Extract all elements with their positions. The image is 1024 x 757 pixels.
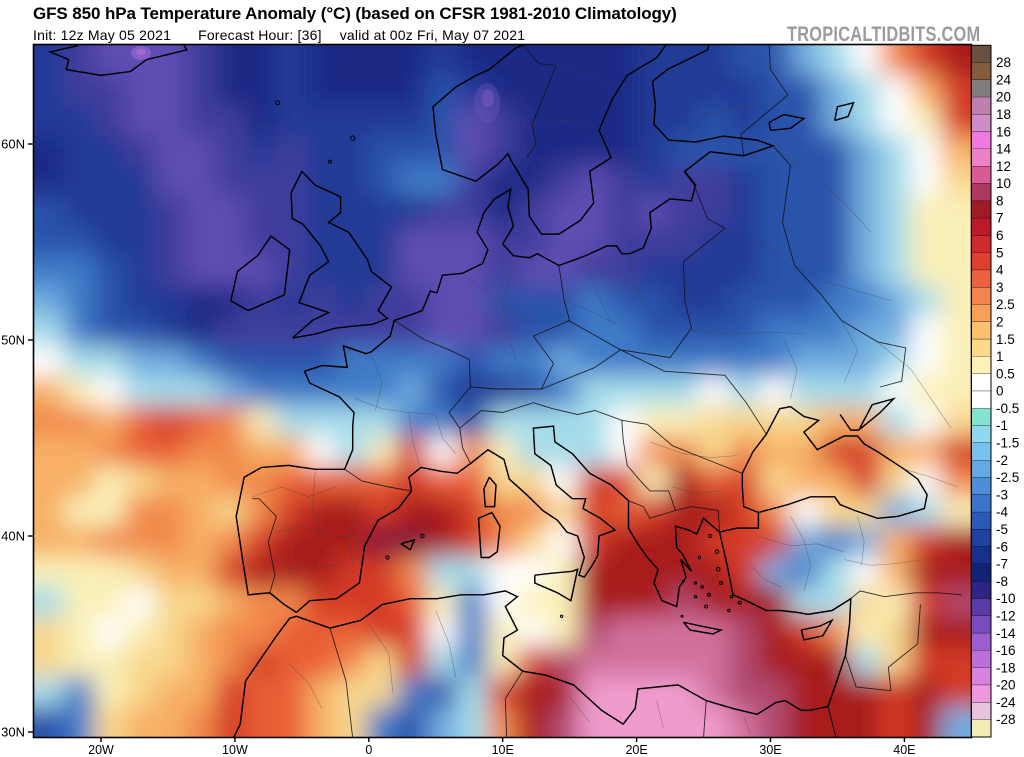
svg-text:3: 3: [996, 280, 1004, 295]
svg-text:12: 12: [996, 159, 1011, 174]
svg-text:18: 18: [996, 107, 1011, 122]
svg-text:0: 0: [365, 743, 372, 757]
svg-text:14: 14: [996, 142, 1012, 157]
svg-text:40E: 40E: [893, 743, 915, 757]
svg-text:-0.5: -0.5: [996, 401, 1019, 416]
svg-text:20E: 20E: [625, 743, 647, 757]
svg-text:10: 10: [996, 176, 1011, 191]
svg-text:7: 7: [996, 211, 1004, 226]
svg-text:-2: -2: [996, 453, 1008, 468]
svg-text:-18: -18: [996, 660, 1016, 675]
svg-text:-3: -3: [996, 487, 1008, 502]
svg-text:0.5: 0.5: [996, 366, 1015, 381]
svg-text:-24: -24: [996, 695, 1016, 710]
svg-text:-7: -7: [996, 557, 1008, 572]
svg-text:5: 5: [996, 245, 1004, 260]
svg-text:1.5: 1.5: [996, 332, 1015, 347]
svg-text:8: 8: [996, 193, 1004, 208]
svg-text:-28: -28: [996, 712, 1016, 727]
svg-text:50N: 50N: [1, 333, 25, 348]
svg-text:-14: -14: [996, 626, 1016, 641]
svg-text:-1: -1: [996, 418, 1008, 433]
svg-text:28: 28: [996, 55, 1011, 70]
svg-text:40N: 40N: [1, 529, 25, 544]
svg-text:-20: -20: [996, 678, 1016, 693]
svg-text:2.5: 2.5: [996, 297, 1015, 312]
svg-text:-1.5: -1.5: [996, 436, 1019, 451]
svg-text:-6: -6: [996, 539, 1008, 554]
svg-text:20: 20: [996, 90, 1011, 105]
svg-text:30E: 30E: [759, 743, 781, 757]
svg-text:-10: -10: [996, 591, 1016, 606]
svg-text:10W: 10W: [222, 743, 248, 757]
svg-text:10E: 10E: [492, 743, 514, 757]
svg-text:-5: -5: [996, 522, 1008, 537]
svg-text:2: 2: [996, 314, 1004, 329]
svg-text:16: 16: [996, 124, 1011, 139]
svg-text:20W: 20W: [88, 743, 114, 757]
svg-text:-4: -4: [996, 505, 1008, 520]
svg-text:0: 0: [996, 384, 1004, 399]
svg-text:30N: 30N: [1, 725, 25, 740]
svg-text:1: 1: [996, 349, 1004, 364]
svg-text:-12: -12: [996, 608, 1016, 623]
svg-text:6: 6: [996, 228, 1004, 243]
svg-text:-8: -8: [996, 574, 1008, 589]
svg-text:-16: -16: [996, 643, 1016, 658]
svg-text:4: 4: [996, 263, 1004, 278]
svg-text:24: 24: [996, 72, 1012, 87]
svg-text:-2.5: -2.5: [996, 470, 1019, 485]
svg-text:60N: 60N: [1, 137, 25, 152]
